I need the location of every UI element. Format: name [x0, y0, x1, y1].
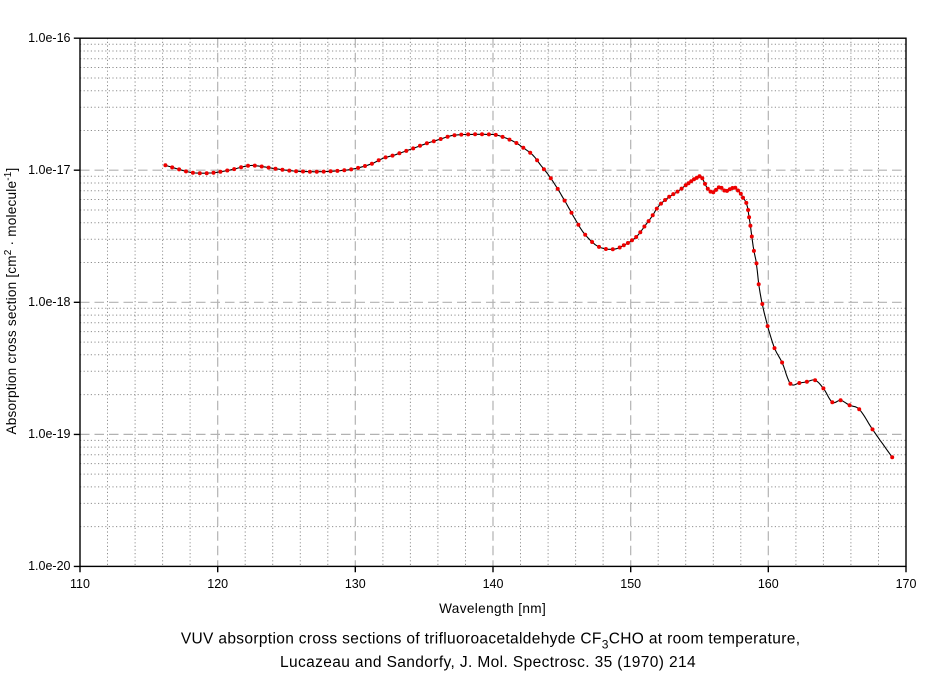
svg-text:1.0e-20: 1.0e-20: [28, 559, 70, 573]
svg-text:160: 160: [758, 577, 779, 591]
svg-text:110: 110: [70, 577, 90, 591]
svg-text:1.0e-16: 1.0e-16: [28, 31, 70, 45]
svg-text:150: 150: [620, 577, 641, 591]
svg-text:Wavelength [nm]: Wavelength [nm]: [439, 601, 546, 616]
svg-text:Absorption cross section [cm2: Absorption cross section [cm2 · molecule…: [3, 167, 19, 434]
svg-text:120: 120: [207, 577, 228, 591]
svg-text:170: 170: [896, 577, 917, 591]
svg-text:1.0e-18: 1.0e-18: [28, 295, 70, 309]
svg-text:1.0e-19: 1.0e-19: [28, 427, 70, 441]
svg-text:140: 140: [483, 577, 504, 591]
svg-text:VUV absorption cross sections: VUV absorption cross sections of trifluo…: [181, 630, 801, 651]
svg-text:Lucazeau and Sandorfy, J. Mol.: Lucazeau and Sandorfy, J. Mol. Spectrosc…: [280, 654, 696, 671]
svg-text:130: 130: [345, 577, 366, 591]
svg-text:1.0e-17: 1.0e-17: [28, 163, 70, 177]
